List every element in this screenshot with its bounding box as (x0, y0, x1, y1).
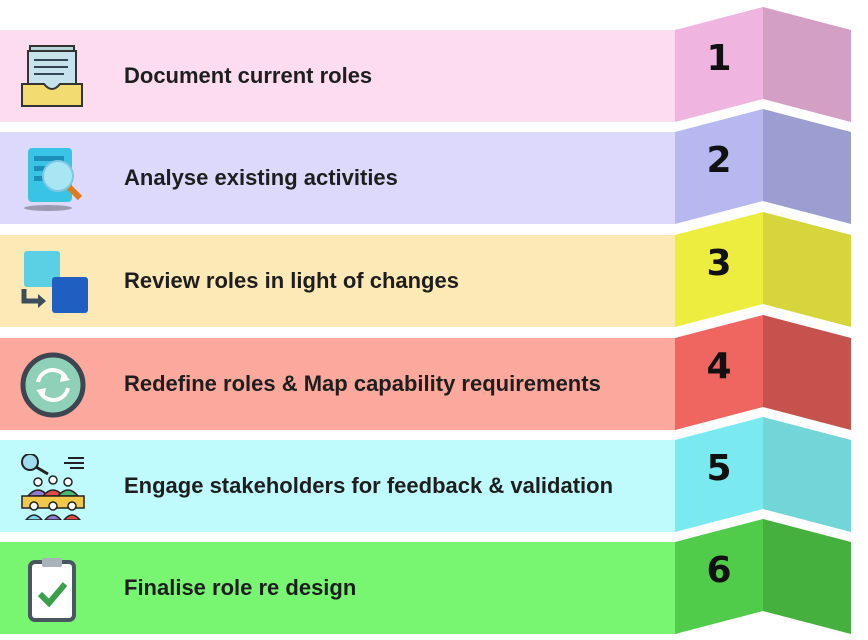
fold-front-face (675, 519, 763, 634)
step-row: Engage stakeholders for feedback & valid… (0, 440, 675, 532)
fold-back-face (763, 109, 851, 224)
step-label: Redefine roles & Map capability requirem… (124, 371, 601, 396)
step-number: 5 (706, 448, 732, 489)
step-label: Analyse existing activities (124, 165, 398, 190)
step-row: Analyse existing activities (0, 132, 675, 224)
fold-back-face (763, 315, 851, 430)
step-number: 2 (706, 140, 732, 181)
transfer-squares-icon (18, 249, 88, 315)
step-row: Review roles in light of changes (0, 235, 675, 327)
fold-back-face (763, 417, 851, 532)
step-label: Finalise role re design (124, 575, 357, 600)
clipboard-check-icon (18, 556, 88, 622)
fold-front-face (675, 7, 763, 122)
stakeholders-meeting-icon (18, 453, 88, 521)
fold-back-face (763, 212, 851, 327)
step-number: 1 (706, 38, 732, 79)
fold-back-face (763, 7, 851, 122)
refresh-cycle-icon (18, 352, 88, 418)
step-number: 4 (706, 346, 732, 387)
document-tray-icon (18, 44, 88, 110)
fold-front-face (675, 417, 763, 532)
fold-front-face (675, 315, 763, 430)
fold-back-face (763, 519, 851, 634)
step-label: Review roles in light of changes (124, 268, 459, 293)
step-row: Document current roles (0, 30, 675, 122)
fold-front-face (675, 212, 763, 327)
step-number: 6 (706, 550, 732, 591)
step-row: Redefine roles & Map capability requirem… (0, 338, 675, 430)
document-search-icon (18, 146, 88, 212)
step-label: Engage stakeholders for feedback & valid… (124, 473, 614, 498)
step-number: 3 (706, 243, 732, 284)
step-label: Document current roles (124, 63, 373, 88)
step-row: Finalise role re design (0, 542, 675, 634)
fold-front-face (675, 109, 763, 224)
